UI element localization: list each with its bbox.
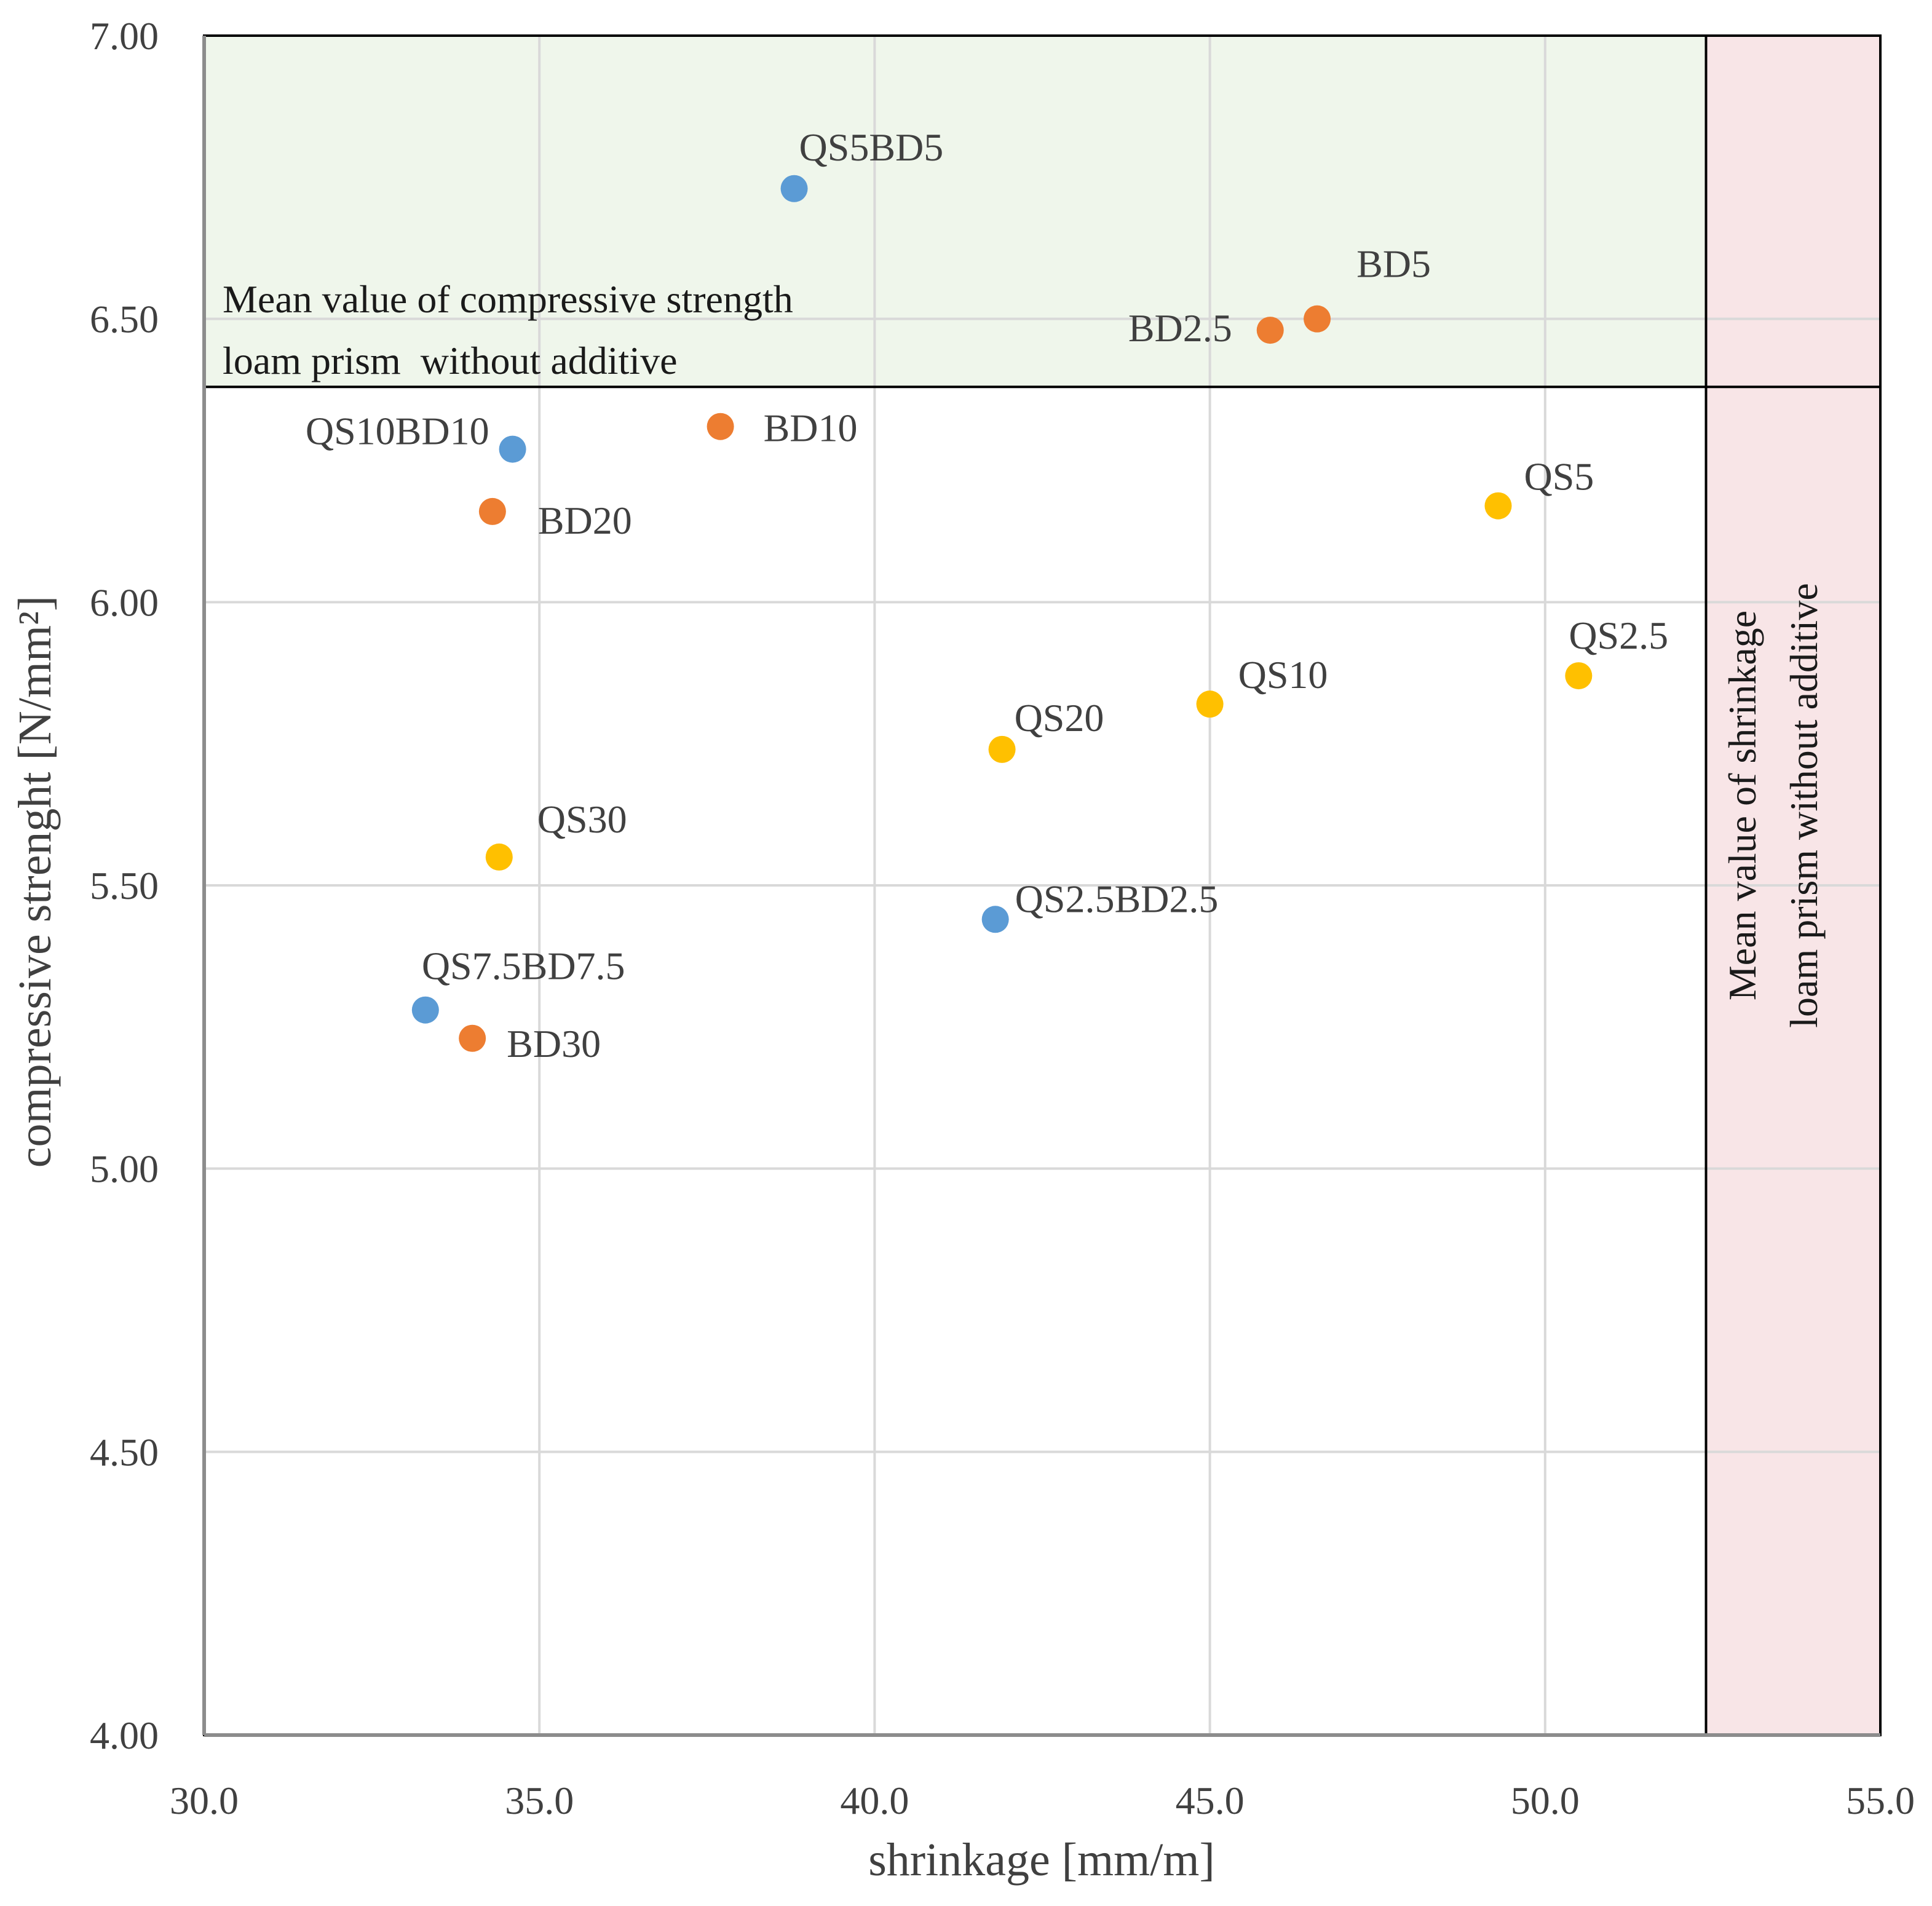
data-label: BD20 (538, 499, 632, 542)
data-label: QS20 (1015, 696, 1104, 740)
data-point (1256, 317, 1284, 344)
x-tick-label: 50.0 (1511, 1779, 1580, 1822)
x-tick-label: 45.0 (1176, 1779, 1245, 1822)
data-label: QS10BD10 (306, 409, 489, 453)
data-point (1196, 690, 1224, 718)
x-tick-label: 55.0 (1846, 1779, 1915, 1822)
data-label: BD30 (507, 1022, 601, 1066)
x-tick-label: 40.0 (840, 1779, 909, 1822)
y-tick-label: 6.00 (90, 580, 159, 624)
data-label: QS2.5BD2.5 (1015, 877, 1219, 920)
data-label: QS2.5 (1569, 614, 1668, 657)
points-layer (411, 175, 1593, 1052)
data-label: BD10 (764, 406, 858, 450)
point-labels-layer: QS2.5 QS5 QS10 QS20 QS30 BD2.5 BD5 BD10 BD20 BD30… (306, 125, 1668, 1066)
y-tick-label: 4.50 (90, 1430, 159, 1474)
data-label: QS5 (1524, 455, 1594, 499)
data-point (707, 413, 734, 440)
strength-zone-label-line2: loam prism without additive (223, 339, 677, 382)
data-point (1304, 305, 1331, 333)
data-point (499, 435, 526, 463)
y-tick-label: 4.00 (90, 1714, 159, 1757)
shrinkage-zone-label-line1: Mean value of shrinkage (1720, 611, 1764, 1000)
y-tick-label: 5.50 (90, 864, 159, 908)
x-axis-title: shrinkage [mm/m] (868, 1834, 1215, 1886)
y-tick-label: 5.00 (90, 1147, 159, 1191)
y-tick-label: 6.50 (90, 298, 159, 341)
data-point (988, 735, 1016, 763)
y-tick-label: 7.00 (90, 14, 159, 58)
strength-zone (204, 36, 1706, 387)
data-point (485, 843, 513, 871)
frame-layer (202, 34, 1882, 1737)
data-label: QS30 (537, 797, 627, 841)
shrinkage-zone-label-line2: loam prism without additive (1782, 583, 1826, 1027)
strength-zone-label-line1: Mean value of compressive strength (223, 277, 793, 321)
data-point (459, 1024, 486, 1052)
data-label: QS5BD5 (799, 125, 944, 169)
data-point (1484, 492, 1512, 520)
data-point (981, 906, 1009, 933)
data-point (411, 996, 439, 1024)
data-label: BD5 (1356, 242, 1431, 286)
data-label: QS10 (1238, 653, 1328, 697)
data-point (780, 175, 808, 202)
data-label: QS7.5BD7.5 (422, 944, 625, 988)
y-axis-title: compressive strenght [N/mm²] (9, 596, 61, 1168)
data-point (478, 497, 506, 525)
x-tick-label: 35.0 (505, 1779, 574, 1822)
data-label: BD2.5 (1128, 306, 1232, 350)
x-tick-label: 30.0 (170, 1779, 239, 1822)
tick-labels-layer: 30.0 35.0 40.0 45.0 50.0 55.0 4.00 4.50 5.00 5.50… (90, 14, 1915, 1822)
data-point (1565, 662, 1593, 690)
